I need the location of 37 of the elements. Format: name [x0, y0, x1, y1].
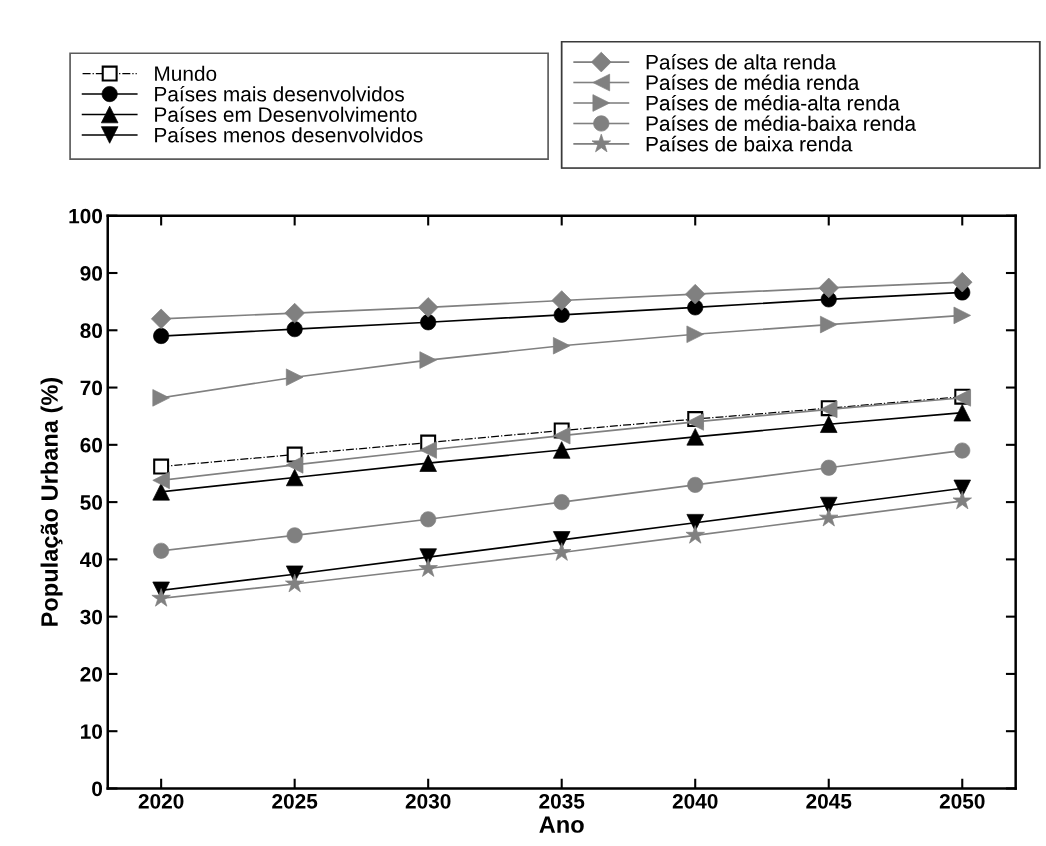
point: [285, 368, 304, 386]
y-tick-label: 0: [92, 781, 103, 797]
y-tick-label: 70: [80, 380, 103, 396]
y-tick-label: 80: [80, 323, 103, 339]
legend-label: Países de média renda: [646, 74, 860, 91]
legend-label: Países menos desenvolvidos: [155, 126, 423, 143]
x-tick-label: 2025: [272, 793, 318, 809]
point: [286, 527, 303, 544]
legend-label: Países mais desenvolvidos: [155, 85, 404, 102]
y-tick-label: 20: [80, 666, 103, 682]
y-tick-label: 90: [80, 266, 103, 281]
point: [419, 441, 437, 459]
point: [818, 277, 839, 299]
point: [952, 272, 973, 293]
point: [150, 308, 172, 329]
y-axis-title: População Urbana (%): [40, 377, 63, 626]
x-tick-label: 2035: [539, 793, 585, 809]
legend-label: Países de alta renda: [646, 54, 837, 70]
x-tick-label: 2045: [806, 793, 852, 809]
y-tick-label: 30: [80, 609, 103, 625]
y-tick-label: 60: [80, 437, 103, 453]
legend-label: Mundo: [155, 65, 217, 82]
legend-label: Países de média-alta renda: [646, 94, 900, 111]
x-tick-label: 2030: [405, 793, 451, 809]
point: [153, 458, 170, 475]
x-tick-label: 2040: [672, 793, 718, 809]
x-axis-title: Ano: [539, 816, 584, 833]
y-tick-label: 50: [80, 495, 103, 510]
legend-label: Países de baixa renda: [646, 135, 853, 152]
x-tick-label: 2050: [939, 793, 985, 809]
y-tick-label: 100: [69, 208, 103, 224]
y-tick-label: 10: [81, 724, 103, 739]
legend-label: Países em Desenvolvimento: [155, 106, 417, 122]
legend-label: Países de média-baixa renda: [646, 115, 917, 131]
x-tick-label: 2020: [138, 793, 184, 809]
y-tick-label: 40: [80, 552, 103, 568]
point: [685, 284, 706, 305]
